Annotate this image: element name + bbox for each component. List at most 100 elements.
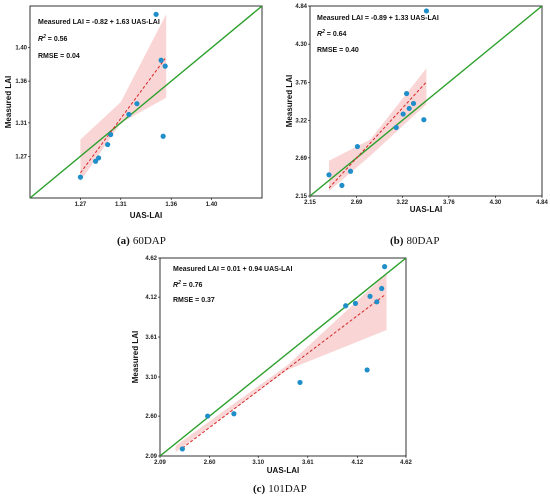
panel-c-y-tick-label-2: 2.60: [145, 414, 157, 420]
panel-c-y-ticks: 2.09 2.60 3.10 3.61 4.12 4.62: [145, 256, 160, 460]
panel-a-x-tick-label-1: 1.27: [75, 202, 87, 208]
panel-c-point-7: [364, 367, 370, 373]
panel-c-y-tick-label-3: 3.10: [145, 375, 157, 381]
panel-c-r2-value: = 0.76: [181, 282, 203, 289]
panel-c-y-tick-label-5: 4.12: [145, 295, 157, 301]
panel-b-point-6: [400, 111, 406, 117]
panel-c-point-3: [231, 411, 237, 417]
panel-c-y-tick-label-1: 2.09: [145, 454, 157, 460]
panel-c-confidence-band: [175, 273, 387, 453]
panel-b: 2.15 2.69 3.22 3.76 4.30 4.84 2.15 2.69 3.22 3.7…: [285, 4, 548, 214]
panel-b-frame: [309, 5, 543, 197]
panel-a-one-to-one-line: [30, 6, 262, 198]
panel-a-frame: [29, 5, 263, 199]
panel-a-r2-value: = 0.56: [46, 36, 68, 43]
panel-c-x-tick-label-3: 3.10: [252, 460, 264, 466]
panel-b-y-tick-label-6: 4.84: [295, 4, 307, 10]
panel-a-point-4: [105, 141, 111, 148]
panel-b-r2-sup: 2: [321, 29, 325, 35]
panel-c-point-1: [179, 446, 185, 452]
panel-a-marks: [30, 6, 262, 198]
panel-c-point-11: [382, 264, 388, 270]
panel-a-y-label: Measured LAI: [4, 76, 13, 128]
panel-c-r2-label: R: [173, 282, 178, 289]
panel-c: 2.09 2.60 3.10 3.61 4.12 4.62 2.09 2.60 3.10 3.6…: [131, 256, 412, 475]
panel-b-point-10: [421, 117, 427, 123]
caption-c-text: 101DAP: [268, 483, 307, 495]
panel-b-x-tick-label-1: 2.15: [304, 200, 316, 206]
panel-b-x-tick-label-3: 3.22: [396, 200, 408, 206]
panel-b-one-to-one-line: [310, 6, 542, 196]
panel-b-x-tick-label-4: 3.76: [443, 200, 455, 206]
panel-b-point-1: [326, 172, 332, 178]
caption-b: (b) 80DAP: [390, 235, 439, 247]
panel-a: 1.27 1.31 1.36 1.40 1.27 1.31 1.36 1.40 Measur…: [4, 5, 263, 220]
caption-a: (a) 60DAP: [117, 235, 166, 247]
caption-a-letter: (a): [117, 235, 130, 247]
panel-a-y-tick-label-4: 1.40: [15, 46, 27, 52]
panel-a-point-6: [126, 111, 132, 118]
panel-a-x-tick-label-4: 1.40: [206, 202, 218, 208]
panel-b-point-4: [354, 143, 361, 150]
panel-b-point-9: [410, 100, 417, 107]
panel-a-x-tick-label-3: 1.36: [165, 202, 177, 208]
panel-c-x-tick-label-1: 2.09: [154, 460, 166, 466]
panel-b-marks: [310, 6, 542, 196]
panel-b-rmse: RMSE = 0.40: [317, 47, 359, 54]
panel-c-point-10: [379, 285, 385, 292]
panel-c-marks: [160, 258, 406, 456]
panel-b-y-tick-label-2: 2.69: [295, 156, 307, 162]
panel-c-y-tick-label-6: 4.62: [145, 256, 157, 262]
panel-c-x-label: UAS-LAI: [267, 466, 299, 475]
panel-b-r2: R2 = 0.64: [317, 29, 347, 38]
panel-b-x-tick-label-6: 4.84: [536, 200, 548, 206]
panel-b-r2-value: = 0.64: [325, 31, 347, 38]
panel-b-x-tick-label-2: 2.69: [351, 200, 363, 206]
panel-b-point-11: [423, 8, 430, 14]
panel-c-x-ticks: 2.09 2.60 3.10 3.61 4.12 4.62: [154, 456, 412, 466]
caption-c-letter: (c): [253, 483, 266, 495]
panel-a-point-1: [77, 174, 84, 180]
panel-c-r2: R2 = 0.76: [173, 280, 203, 289]
panel-a-rmse: RMSE = 0.04: [38, 53, 80, 60]
panel-c-point-8: [367, 293, 373, 299]
panel-c-point-9: [374, 299, 380, 305]
panel-a-x-ticks: 1.27 1.31 1.36 1.40: [75, 198, 218, 208]
panel-a-y-ticks: 1.27 1.31 1.36 1.40: [15, 46, 30, 160]
caption-b-text: 80DAP: [406, 235, 439, 247]
panel-c-y-tick-label-4: 3.61: [145, 335, 157, 341]
panel-b-y-tick-label-1: 2.15: [295, 194, 307, 200]
panel-c-x-tick-label-4: 3.61: [302, 460, 314, 466]
panel-a-r2: R2 = 0.56: [38, 34, 68, 43]
panel-b-point-2: [339, 182, 345, 189]
panel-b-y-label: Measured LAI: [285, 75, 294, 127]
panel-a-point-8: [153, 11, 159, 17]
panel-a-fit-line: [80, 58, 166, 174]
panel-a-equation: Measured LAI = -0.82 + 1.63 UAS-LAI: [38, 19, 160, 26]
panel-c-r2-sup: 2: [177, 280, 181, 286]
panel-c-equation: Measured LAI = 0.01 + 0.94 UAS-LAI: [173, 266, 292, 273]
panel-a-point-5: [108, 131, 114, 138]
panel-c-rmse: RMSE = 0.37: [173, 297, 215, 304]
panel-a-confidence-band: [80, 14, 167, 182]
panel-b-y-tick-label-3: 3.22: [295, 118, 307, 124]
panel-c-point-6: [352, 300, 359, 306]
panel-c-x-tick-label-6: 4.62: [400, 460, 412, 466]
panel-c-y-label: Measured LAI: [131, 331, 140, 383]
panel-a-x-tick-label-2: 1.31: [115, 202, 127, 208]
panel-c-fit-line: [182, 294, 385, 449]
panel-c-frame: [159, 257, 407, 457]
panel-a-point-2: [92, 158, 99, 164]
panel-a-y-tick-label-3: 1.36: [15, 79, 27, 85]
panel-b-fit-line: [328, 81, 427, 189]
panel-b-point-5: [393, 124, 399, 131]
panel-a-point-3: [95, 155, 102, 161]
panel-b-y-tick-label-5: 4.30: [295, 42, 307, 48]
panel-a-y-tick-label-1: 1.27: [15, 154, 27, 160]
panel-b-y-ticks: 2.15 2.69 3.22 3.76 4.30 4.84: [295, 4, 310, 200]
panel-c-x-tick-label-5: 4.12: [352, 460, 364, 466]
panel-c-x-tick-label-2: 2.60: [204, 460, 216, 466]
caption-b-letter: (b): [390, 235, 404, 247]
panel-b-point-3: [347, 168, 354, 174]
